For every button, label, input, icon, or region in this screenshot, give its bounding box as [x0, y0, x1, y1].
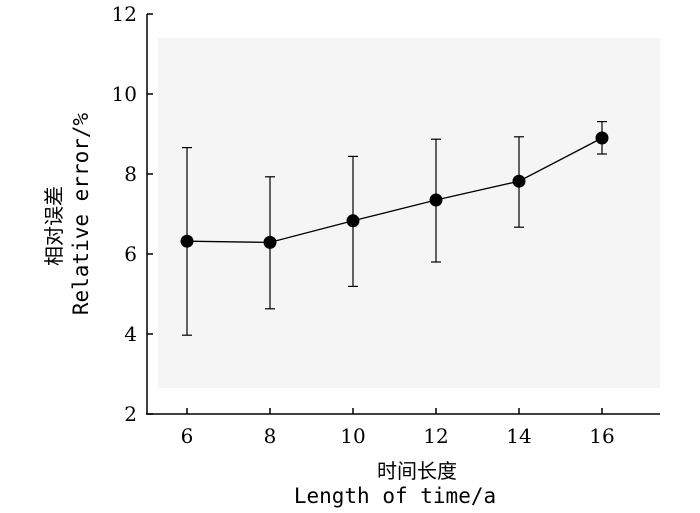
x-tick-label: 8 — [264, 424, 277, 448]
data-point — [512, 174, 526, 188]
plot-shading — [158, 38, 660, 388]
y-tick-label: 6 — [124, 242, 137, 266]
data-point — [180, 234, 194, 248]
series-line-group — [186, 137, 603, 244]
series-line — [186, 137, 603, 244]
x-tick-label: 12 — [423, 424, 448, 448]
data-point — [429, 193, 443, 207]
data-point — [346, 214, 360, 228]
y-axis-ticks: 2 4 6 8 10 12 — [112, 2, 153, 426]
y-axis-title-cn: 相对误差 — [42, 186, 66, 266]
x-tick-label: 16 — [589, 424, 614, 448]
y-axis-title-en: Relative error/% — [69, 113, 93, 316]
data-point — [263, 235, 277, 249]
y-tick-label: 2 — [124, 402, 137, 426]
data-points — [180, 131, 609, 249]
x-tick-label: 10 — [340, 424, 365, 448]
y-tick-label: 12 — [112, 2, 137, 26]
y-tick-label: 4 — [124, 322, 137, 346]
x-tick-label: 14 — [506, 424, 531, 448]
x-axis-title-cn: 时间长度 — [377, 459, 457, 483]
x-axis-title-en: Length of time/a — [294, 484, 496, 508]
y-tick-label: 10 — [112, 82, 137, 106]
x-tick-label: 6 — [181, 424, 194, 448]
y-tick-label: 8 — [124, 162, 137, 186]
data-point — [595, 131, 609, 145]
x-axis-ticks: 6 8 10 12 14 16 — [181, 408, 615, 448]
